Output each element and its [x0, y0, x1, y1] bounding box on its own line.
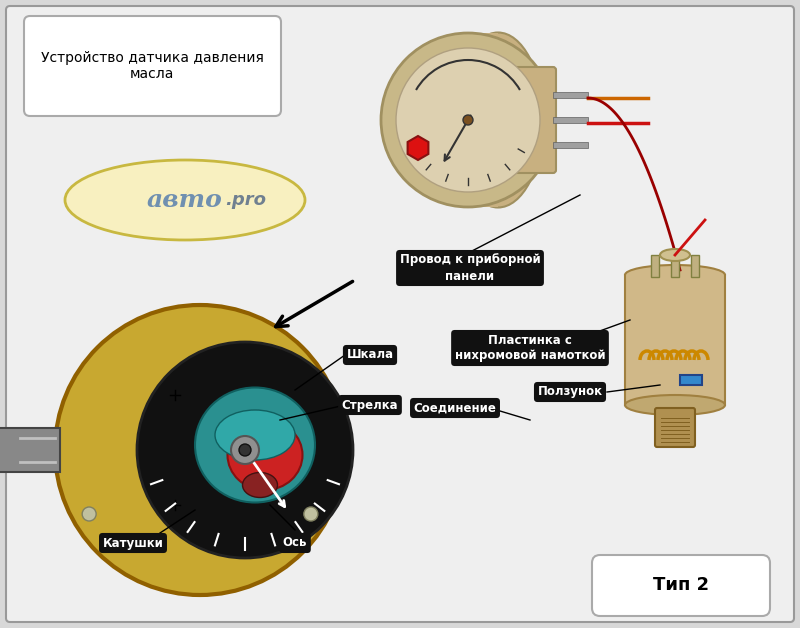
- Ellipse shape: [215, 410, 295, 460]
- Circle shape: [304, 507, 318, 521]
- Text: Ползунок: Ползунок: [538, 386, 602, 399]
- Circle shape: [239, 444, 251, 456]
- Polygon shape: [408, 136, 428, 160]
- Bar: [553, 92, 588, 98]
- Bar: [625, 275, 725, 405]
- Ellipse shape: [660, 249, 690, 261]
- FancyBboxPatch shape: [495, 67, 556, 173]
- FancyBboxPatch shape: [24, 16, 281, 116]
- Text: Пластинка с
нихромовой намоткой: Пластинка с нихромовой намоткой: [454, 333, 606, 362]
- Text: Катушки: Катушки: [102, 536, 163, 550]
- Text: авто: авто: [147, 188, 223, 212]
- Circle shape: [396, 48, 540, 192]
- Bar: [680, 375, 702, 385]
- Circle shape: [167, 387, 183, 403]
- Circle shape: [137, 342, 353, 558]
- Ellipse shape: [195, 387, 315, 502]
- Text: Шкала: Шкала: [346, 349, 394, 362]
- Text: Тип 2: Тип 2: [653, 576, 709, 594]
- Bar: [468, 33, 498, 207]
- Text: Провод к приборной
панели: Провод к приборной панели: [400, 254, 540, 283]
- Circle shape: [381, 33, 555, 207]
- FancyBboxPatch shape: [592, 555, 770, 616]
- Ellipse shape: [145, 376, 275, 524]
- Text: Стрелка: Стрелка: [342, 399, 398, 411]
- Text: .pro: .pro: [225, 191, 266, 209]
- Circle shape: [231, 436, 259, 464]
- FancyBboxPatch shape: [655, 408, 695, 447]
- Bar: [671, 255, 679, 277]
- Bar: [553, 117, 588, 123]
- Bar: [691, 255, 699, 277]
- Text: Соединение: Соединение: [414, 401, 497, 414]
- Bar: [651, 255, 659, 277]
- Ellipse shape: [625, 265, 725, 285]
- Circle shape: [82, 507, 96, 521]
- Ellipse shape: [227, 420, 302, 490]
- Ellipse shape: [453, 33, 543, 207]
- Text: Ось: Ось: [282, 536, 307, 550]
- Text: Устройство датчика давления
масла: Устройство датчика давления масла: [41, 51, 263, 81]
- FancyBboxPatch shape: [6, 6, 794, 622]
- Bar: [553, 142, 588, 148]
- Circle shape: [463, 115, 473, 125]
- Circle shape: [55, 305, 345, 595]
- Circle shape: [167, 497, 183, 513]
- Bar: [0, 428, 60, 472]
- Ellipse shape: [242, 472, 278, 497]
- Ellipse shape: [625, 395, 725, 415]
- Ellipse shape: [65, 160, 305, 240]
